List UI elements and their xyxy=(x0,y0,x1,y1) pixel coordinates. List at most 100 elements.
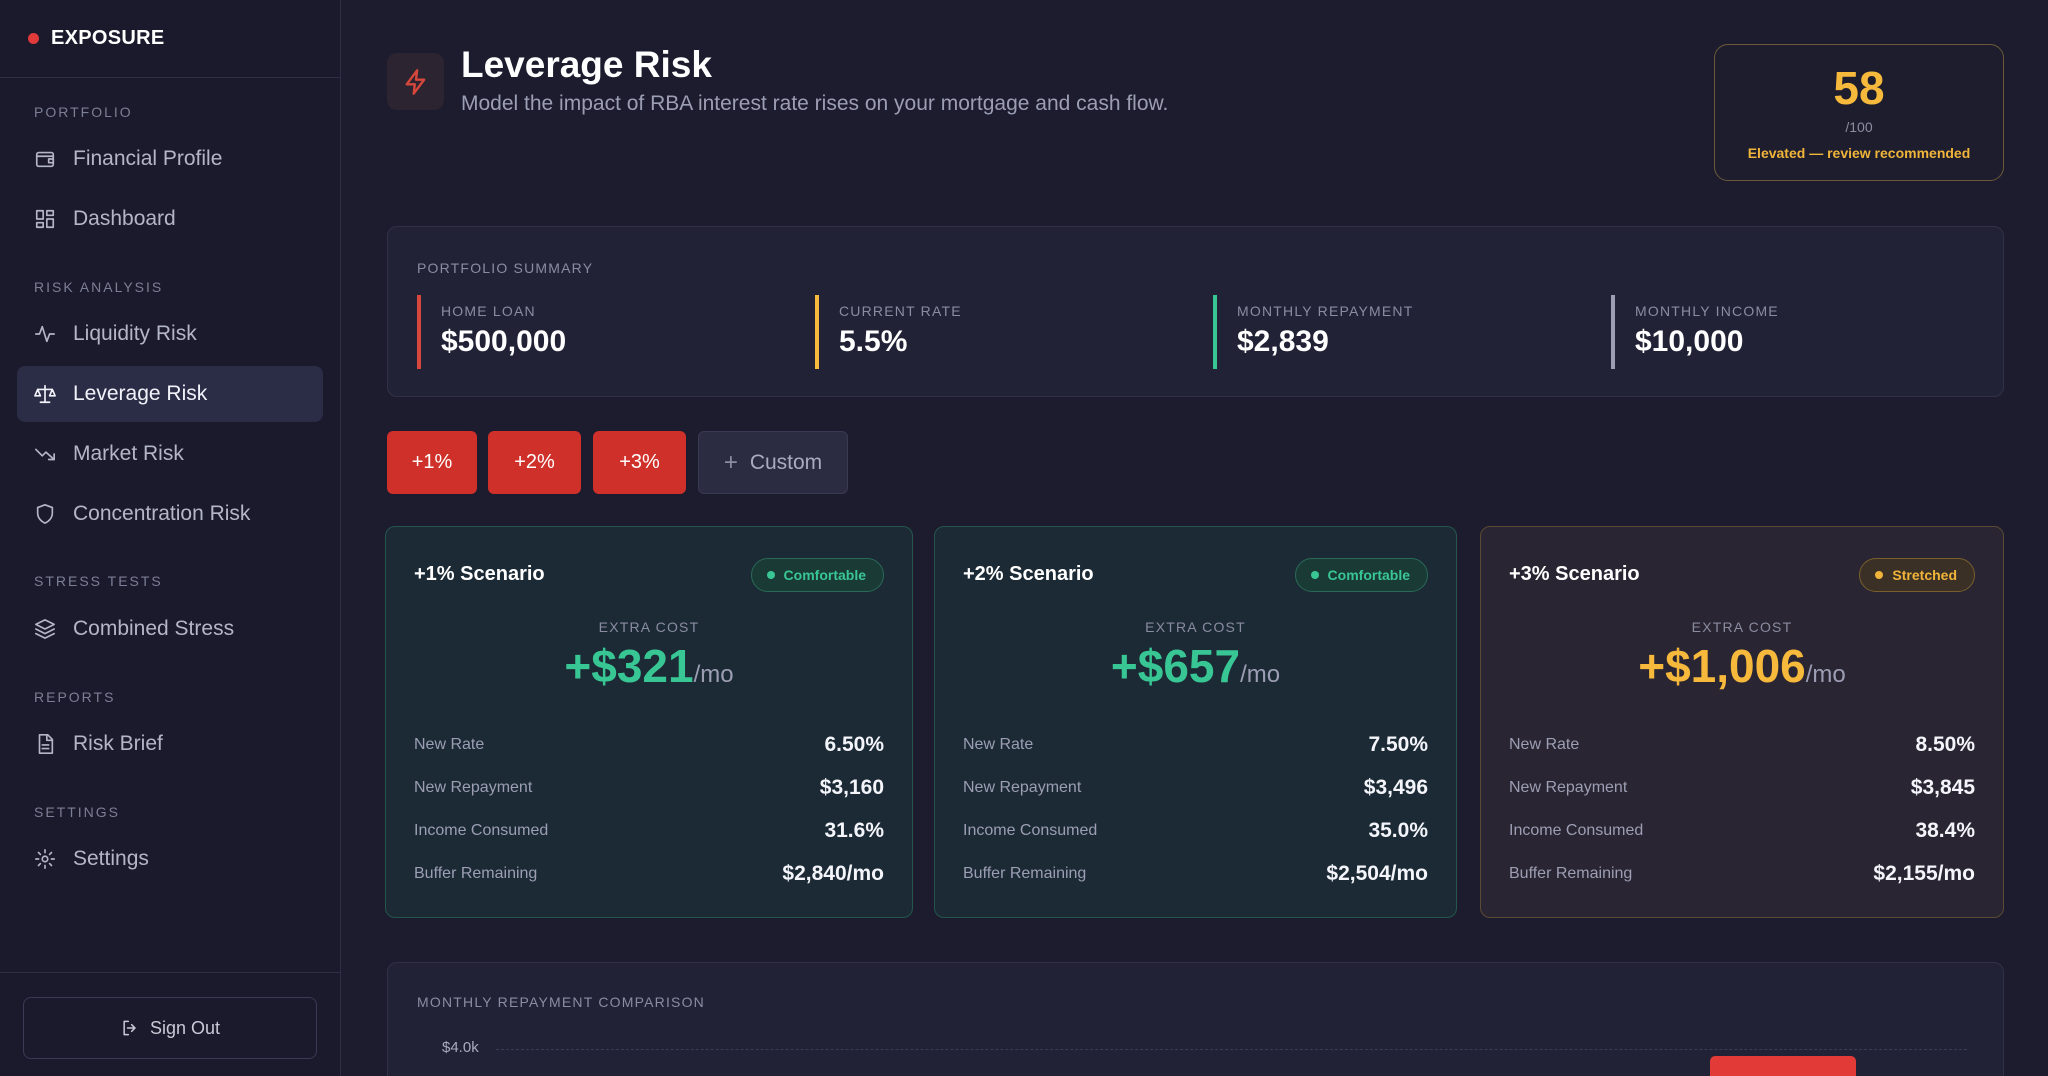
stat-label: New Repayment xyxy=(414,779,533,796)
brand[interactable]: EXPOSURE xyxy=(0,0,340,78)
stat-value: 8.50% xyxy=(1915,733,1975,756)
sidebar-item-label: Concentration Risk xyxy=(73,502,251,525)
extra-cost-unit: /mo xyxy=(1805,661,1846,688)
metric-value: $2,839 xyxy=(1237,325,1329,358)
stat-label: Buffer Remaining xyxy=(963,865,1087,882)
metric-value: 5.5% xyxy=(839,325,908,358)
extra-cost: +$1,006/mo xyxy=(1481,639,2003,693)
stat-value: $2,840/mo xyxy=(782,862,884,885)
page-subtitle: Model the impact of RBA interest rate ri… xyxy=(461,92,1169,115)
sidebar-footer: Sign Out xyxy=(0,972,341,1076)
stat-label: Income Consumed xyxy=(414,822,549,839)
risk-score-value: 58 xyxy=(1833,62,1885,114)
stat-value: 35.0% xyxy=(1368,819,1428,842)
stat-label: New Repayment xyxy=(1509,779,1628,796)
stat-label: New Rate xyxy=(414,736,485,753)
card-title: +1% Scenario xyxy=(414,563,545,585)
nav-section-risk-analysis: RISK ANALYSIS xyxy=(34,279,164,295)
stat-value: $3,496 xyxy=(1363,776,1428,799)
scenario-3pct-button[interactable]: +3% xyxy=(593,431,686,494)
stat-value: $2,155/mo xyxy=(1873,862,1975,885)
sidebar-item-financial-profile[interactable]: Financial Profile xyxy=(17,131,323,187)
chart-bar xyxy=(1710,1056,1856,1076)
status-badge: Comfortable xyxy=(1294,558,1428,592)
sidebar-item-concentration-risk[interactable]: Concentration Risk xyxy=(17,486,323,542)
sidebar-item-label: Financial Profile xyxy=(73,147,223,170)
sidebar-item-dashboard[interactable]: Dashboard xyxy=(17,191,323,247)
risk-score-card: 58 /100 Elevated — review recommended xyxy=(1714,44,2004,181)
sidebar-item-combined-stress[interactable]: Combined Stress xyxy=(17,601,323,657)
stat-value: 31.6% xyxy=(824,819,884,842)
plus-icon: + xyxy=(723,448,738,476)
trend-down-icon xyxy=(34,443,56,465)
layers-icon xyxy=(34,618,56,640)
bolt-icon xyxy=(387,53,444,110)
stat-label: Income Consumed xyxy=(1509,822,1644,839)
card-title: +2% Scenario xyxy=(963,563,1094,585)
stat-label: New Rate xyxy=(963,736,1034,753)
extra-cost-label: EXTRA COST xyxy=(1145,619,1246,635)
sidebar-item-market-risk[interactable]: Market Risk xyxy=(17,426,323,482)
sidebar: EXPOSURE PORTFOLIO Financial Profile Das… xyxy=(0,0,341,1076)
status-label: Comfortable xyxy=(783,567,866,583)
shield-icon xyxy=(34,503,56,525)
summary-title: PORTFOLIO SUMMARY xyxy=(417,260,594,276)
portfolio-summary: PORTFOLIO SUMMARY HOME LOAN $500,000 CUR… xyxy=(387,226,2004,397)
nav-section-reports: REPORTS xyxy=(34,689,116,705)
brand-dot-icon xyxy=(28,33,39,44)
metric-label: MONTHLY REPAYMENT xyxy=(1237,303,1414,319)
sign-out-label: Sign Out xyxy=(149,1017,221,1038)
scenario-card-3pct: +3% Scenario Stretched EXTRA COST +$1,00… xyxy=(1480,526,2004,918)
page-title: Leverage Risk xyxy=(461,44,712,85)
sidebar-item-label: Dashboard xyxy=(73,207,176,230)
custom-scenario-button[interactable]: + Custom xyxy=(698,431,848,494)
metric-home-loan: HOME LOAN $500,000 xyxy=(417,295,566,369)
chart-title: MONTHLY REPAYMENT COMPARISON xyxy=(417,994,705,1010)
stat-label: Buffer Remaining xyxy=(1509,865,1633,882)
metric-current-rate: CURRENT RATE 5.5% xyxy=(815,295,962,369)
scale-icon xyxy=(34,383,56,405)
stat-row: New Rate 7.50% xyxy=(963,733,1428,757)
stat-value: $2,504/mo xyxy=(1326,862,1428,885)
sidebar-item-settings[interactable]: Settings xyxy=(17,831,323,887)
sign-out-button[interactable]: Sign Out xyxy=(23,997,317,1059)
status-badge: Comfortable xyxy=(750,558,884,592)
nav-section-stress-tests: STRESS TESTS xyxy=(34,573,163,589)
grid-icon xyxy=(34,208,56,230)
status-badge: Stretched xyxy=(1859,558,1975,592)
sidebar-item-leverage-risk[interactable]: Leverage Risk xyxy=(17,366,323,422)
sidebar-item-liquidity-risk[interactable]: Liquidity Risk xyxy=(17,306,323,362)
extra-cost-label: EXTRA COST xyxy=(598,619,700,635)
metric-monthly-repayment: MONTHLY REPAYMENT $2,839 xyxy=(1213,295,1414,369)
extra-cost: +$657/mo xyxy=(935,639,1456,693)
sidebar-item-label: Combined Stress xyxy=(73,617,235,640)
extra-cost: +$321/mo xyxy=(386,639,912,693)
sign-out-icon xyxy=(123,1020,136,1036)
custom-label: Custom xyxy=(749,450,823,474)
repayment-comparison-chart: MONTHLY REPAYMENT COMPARISON $4.0k xyxy=(387,962,2004,1076)
extra-cost-unit: /mo xyxy=(1240,661,1281,688)
scenario-1pct-button[interactable]: +1% xyxy=(387,431,477,494)
risk-score-max: /100 xyxy=(1845,119,1873,135)
pulse-icon xyxy=(34,323,56,345)
extra-cost-label: EXTRA COST xyxy=(1691,619,1793,635)
scenario-card-2pct: +2% Scenario Comfortable EXTRA COST +$65… xyxy=(934,526,1457,918)
sidebar-item-label: Market Risk xyxy=(73,442,184,465)
sidebar-item-risk-brief[interactable]: Risk Brief xyxy=(17,716,323,772)
scenario-2pct-button[interactable]: +2% xyxy=(488,431,581,494)
risk-score-note: Elevated — review recommended xyxy=(1747,145,1971,161)
extra-cost-unit: /mo xyxy=(693,661,734,688)
stat-row: New Rate 6.50% xyxy=(414,733,884,757)
extra-cost-value: +$657 xyxy=(1110,640,1241,692)
card-title: +3% Scenario xyxy=(1509,563,1640,585)
metric-label: HOME LOAN xyxy=(441,303,536,319)
metric-value: $10,000 xyxy=(1635,325,1744,358)
status-dot-icon xyxy=(1875,571,1884,579)
wallet-icon xyxy=(34,148,56,170)
chart-gridline xyxy=(496,1049,1967,1050)
stat-label: Income Consumed xyxy=(963,822,1098,839)
status-label: Stretched xyxy=(1892,567,1957,583)
metric-label: CURRENT RATE xyxy=(839,303,962,319)
stat-value: $3,160 xyxy=(819,776,884,799)
stat-row: Income Consumed 38.4% xyxy=(1509,819,1975,843)
